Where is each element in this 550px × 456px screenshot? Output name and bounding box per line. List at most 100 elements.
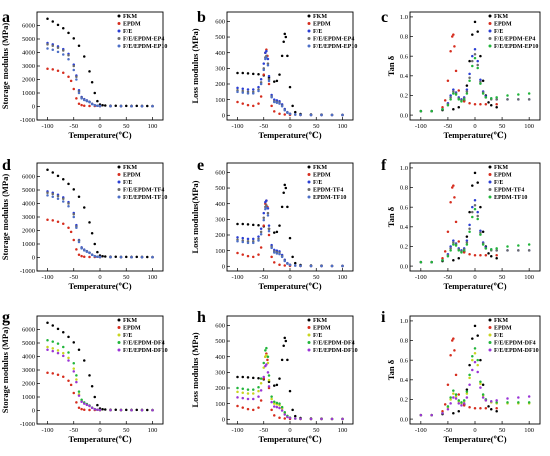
legend-entry: FKM <box>313 318 327 324</box>
series-1 <box>236 352 344 421</box>
data-point <box>452 243 455 246</box>
data-point <box>278 377 281 380</box>
data-point <box>96 255 99 259</box>
data-point <box>449 247 452 250</box>
data-point <box>460 251 463 254</box>
data-point <box>527 98 531 101</box>
data-point <box>275 405 279 409</box>
y-tick-label: 0 <box>222 264 225 271</box>
data-point <box>77 44 81 47</box>
data-point <box>51 219 54 222</box>
data-point <box>265 204 268 207</box>
legend-entry: EPDM <box>494 22 512 28</box>
data-point <box>80 247 83 250</box>
data-point <box>473 171 477 175</box>
legend-entry: F/E/EPDM-DF4 <box>123 341 165 347</box>
data-point <box>320 113 323 117</box>
data-point <box>457 409 460 413</box>
y-tick-label: 0.8 <box>400 338 408 345</box>
data-point <box>67 75 70 79</box>
data-point <box>67 58 70 61</box>
data-point <box>69 383 73 387</box>
data-point <box>67 202 70 205</box>
data-point <box>241 387 244 391</box>
data-point <box>527 395 531 398</box>
data-point <box>465 92 469 95</box>
data-point <box>62 222 65 225</box>
data-point <box>51 48 54 52</box>
x-tick-label: 100 <box>524 427 534 434</box>
data-point <box>517 93 520 96</box>
data-point <box>85 403 89 407</box>
data-point <box>452 33 455 36</box>
legend-marker <box>117 180 121 184</box>
data-point <box>449 396 452 399</box>
data-point <box>468 383 471 386</box>
data-point <box>266 57 270 61</box>
data-point <box>104 408 107 411</box>
data-point <box>273 402 276 405</box>
data-point <box>56 46 60 50</box>
data-point <box>265 199 268 202</box>
data-point <box>278 416 281 419</box>
data-point <box>471 337 474 340</box>
data-point <box>246 237 250 241</box>
data-point <box>241 406 244 409</box>
chart-panel-g: -100 -50 0 50 100 -1000 0 1000 2000 3000 4000 5000 6… <box>0 309 168 444</box>
data-point <box>451 186 454 189</box>
data-point <box>309 113 313 117</box>
data-point <box>90 406 94 410</box>
x-tick-label: -50 <box>259 274 268 281</box>
data-point <box>286 205 289 209</box>
data-point <box>468 376 471 380</box>
y-tick-label: 3000 <box>22 214 35 221</box>
data-point <box>487 101 490 104</box>
legend-entry: F/E/EPDM-DF4 <box>494 341 536 347</box>
data-point <box>85 99 89 103</box>
series-0 <box>46 321 154 412</box>
data-point <box>259 232 263 236</box>
data-point <box>62 330 65 334</box>
data-point <box>125 255 128 259</box>
data-point <box>241 236 244 240</box>
data-point <box>51 192 54 196</box>
data-point <box>476 370 479 374</box>
data-point <box>146 408 149 412</box>
y-axis-label: Tan δ <box>386 55 396 76</box>
data-point <box>241 222 244 226</box>
data-point <box>294 417 297 420</box>
legend-entry: EPDM <box>494 326 512 332</box>
data-point <box>56 349 60 352</box>
data-point <box>75 97 78 100</box>
data-point <box>468 230 471 233</box>
chart-panel-e: -100 -50 0 50 100 0 100 200 300 400 500 600 Temperat… <box>190 157 354 291</box>
series-0 <box>46 17 154 108</box>
x-axis-label: Temperature(℃) <box>68 434 131 444</box>
data-point <box>80 398 83 401</box>
y-tick-label: 400 <box>215 354 225 361</box>
data-point <box>527 401 531 404</box>
data-point <box>462 404 466 407</box>
data-point <box>96 99 99 103</box>
data-point <box>130 255 133 259</box>
x-tick-label: 0 <box>473 274 476 281</box>
data-point <box>75 78 78 81</box>
data-point <box>452 184 455 187</box>
data-point <box>246 376 250 379</box>
legend-marker <box>307 188 311 191</box>
y-tick-label: 400 <box>215 201 225 208</box>
data-point <box>241 253 244 256</box>
x-tick-label: -50 <box>69 427 78 434</box>
data-point <box>252 397 255 401</box>
data-point <box>453 45 456 48</box>
data-point <box>275 401 279 405</box>
data-point <box>441 411 444 415</box>
y-tick-label: 0.6 <box>400 204 409 211</box>
data-point <box>56 23 60 27</box>
data-point <box>46 17 49 20</box>
legend-marker <box>307 44 311 48</box>
data-point <box>266 361 270 365</box>
data-point <box>441 256 444 260</box>
data-point <box>273 231 276 234</box>
data-point <box>151 104 154 108</box>
